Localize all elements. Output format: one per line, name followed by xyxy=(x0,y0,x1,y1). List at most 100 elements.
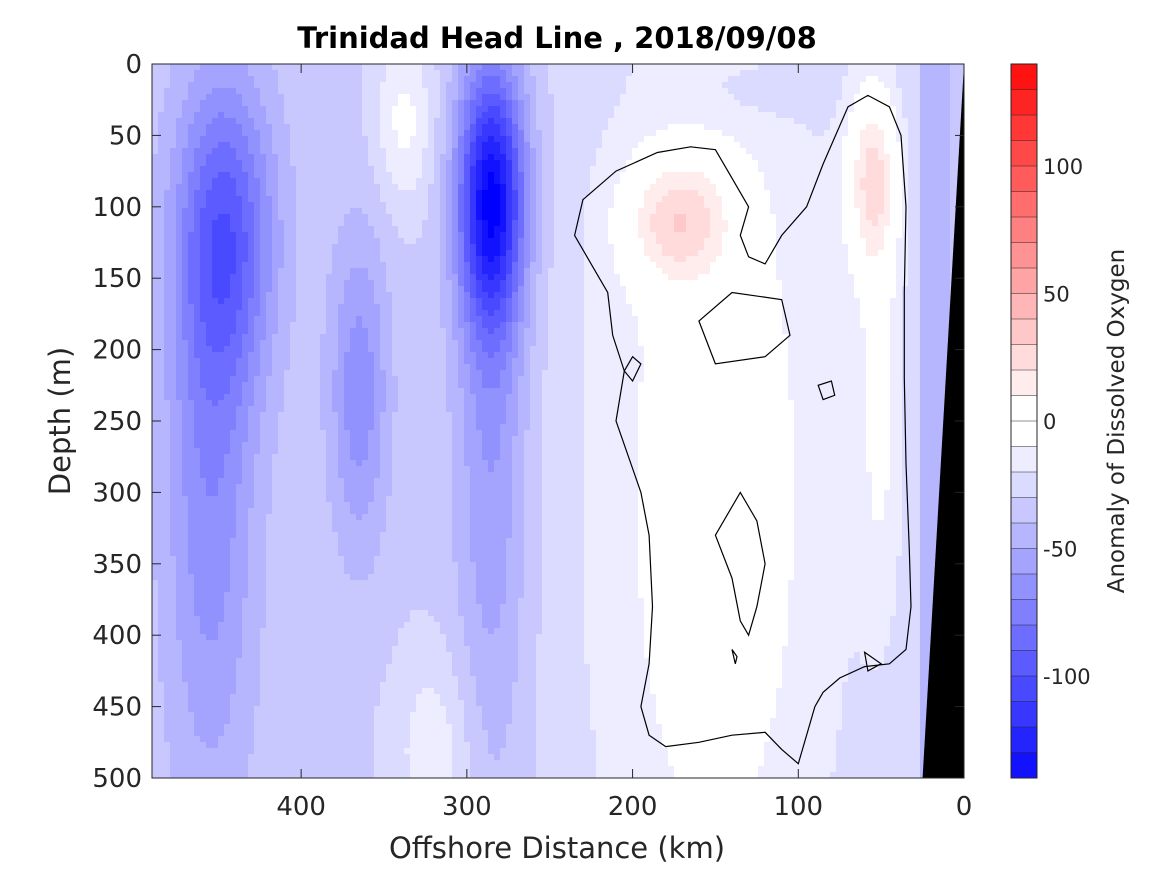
field-cell xyxy=(368,172,375,179)
field-cell xyxy=(182,220,189,227)
field-cell xyxy=(710,100,717,107)
field-cell xyxy=(602,154,609,161)
field-cell xyxy=(578,94,585,101)
field-cell xyxy=(698,112,705,119)
field-cell xyxy=(884,250,891,257)
field-cell xyxy=(524,88,531,95)
field-cell xyxy=(728,82,735,89)
field-cell xyxy=(416,118,423,125)
field-cell xyxy=(740,244,747,251)
field-cell xyxy=(554,88,561,95)
field-cell xyxy=(866,196,873,203)
field-cell xyxy=(470,250,477,257)
field-cell xyxy=(944,232,951,239)
field-cell xyxy=(266,88,273,95)
field-cell xyxy=(776,172,783,179)
field-cell xyxy=(548,160,555,167)
field-cell xyxy=(518,208,525,215)
field-cell xyxy=(374,220,381,227)
field-cell xyxy=(452,202,459,209)
field-cell xyxy=(686,232,693,239)
field-cell xyxy=(914,172,921,179)
field-cell xyxy=(740,166,747,173)
field-cell xyxy=(458,262,465,269)
field-cell xyxy=(638,70,645,77)
field-cell xyxy=(698,154,705,161)
field-cell xyxy=(902,208,909,215)
field-cell xyxy=(908,244,915,251)
field-cell xyxy=(836,136,843,143)
field-cell xyxy=(944,274,951,281)
field-cell xyxy=(356,118,363,125)
field-cell xyxy=(638,76,645,83)
field-cell xyxy=(890,148,897,155)
field-cell xyxy=(470,130,477,137)
field-cell xyxy=(554,166,561,173)
field-cell xyxy=(254,106,261,113)
field-cell xyxy=(356,208,363,215)
field-cell xyxy=(272,268,279,275)
field-cell xyxy=(650,226,657,233)
field-cell xyxy=(788,262,795,269)
field-cell xyxy=(512,262,519,269)
field-cell xyxy=(326,118,333,125)
field-cell xyxy=(284,190,291,197)
field-cell xyxy=(404,100,411,107)
field-cell xyxy=(158,202,165,209)
field-cell xyxy=(518,196,525,203)
field-cell xyxy=(404,118,411,125)
field-cell xyxy=(692,208,699,215)
field-cell xyxy=(368,214,375,221)
field-cell xyxy=(788,178,795,185)
field-cell xyxy=(404,238,411,245)
field-cell xyxy=(170,274,177,281)
field-cell xyxy=(560,196,567,203)
field-cell xyxy=(386,214,393,221)
field-cell xyxy=(380,220,387,227)
field-cell xyxy=(176,88,183,95)
field-cell xyxy=(950,226,957,233)
field-cell xyxy=(410,76,417,83)
field-cell xyxy=(848,142,855,149)
field-cell xyxy=(782,178,789,185)
field-cell xyxy=(242,208,249,215)
field-cell xyxy=(620,202,627,209)
field-cell xyxy=(782,148,789,155)
field-cell xyxy=(908,124,915,131)
field-cell xyxy=(674,130,681,137)
field-cell xyxy=(572,178,579,185)
field-cell xyxy=(896,244,903,251)
field-cell xyxy=(824,250,831,257)
field-cell xyxy=(506,76,513,83)
field-cell xyxy=(374,112,381,119)
field-cell xyxy=(266,172,273,179)
field-cell xyxy=(794,178,801,185)
field-cell xyxy=(728,112,735,119)
field-cell xyxy=(602,232,609,239)
field-cell xyxy=(470,208,477,215)
field-cell xyxy=(782,274,789,281)
field-cell xyxy=(428,190,435,197)
field-cell xyxy=(680,76,687,83)
field-cell xyxy=(440,82,447,89)
field-cell xyxy=(326,280,333,287)
field-cell xyxy=(392,196,399,203)
field-cell xyxy=(350,190,357,197)
field-cell xyxy=(224,250,231,257)
field-cell xyxy=(956,70,963,77)
field-cell xyxy=(200,142,207,149)
field-cell xyxy=(224,160,231,167)
field-cell xyxy=(830,256,837,263)
field-cell xyxy=(794,202,801,209)
field-cell xyxy=(896,172,903,179)
field-cell xyxy=(908,190,915,197)
field-cell xyxy=(884,268,891,275)
field-cell xyxy=(284,154,291,161)
field-cell xyxy=(182,208,189,215)
field-cell xyxy=(662,220,669,227)
field-cell xyxy=(554,70,561,77)
field-cell xyxy=(614,76,621,83)
field-cell xyxy=(428,112,435,119)
field-cell xyxy=(392,268,399,275)
field-cell xyxy=(632,148,639,155)
